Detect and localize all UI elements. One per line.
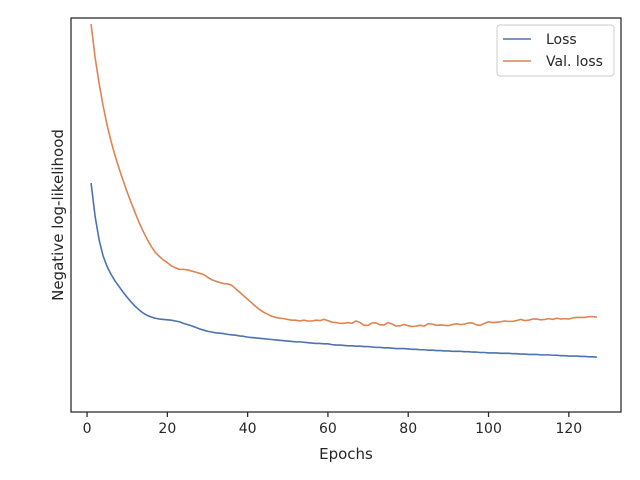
x-tick-label: 80: [399, 421, 417, 437]
x-tick-label: 20: [158, 421, 176, 437]
legend-box: [496, 24, 615, 77]
x-axis-label: Epochs: [319, 445, 373, 463]
series-layer: [90, 23, 597, 359]
legend-label-loss: Loss: [546, 32, 577, 48]
x-tick-label: 100: [475, 421, 502, 437]
series-line-val-loss: [90, 23, 597, 328]
x-tick-label: 60: [319, 421, 337, 437]
legend-label-val-loss: Val. loss: [546, 54, 603, 70]
x-tick-label: 0: [83, 421, 92, 437]
y-axis-label: Negative log-likelihood: [49, 129, 67, 301]
x-tick-label: 40: [239, 421, 257, 437]
plot-background: [71, 18, 621, 412]
series-line-loss: [90, 182, 597, 359]
x-axis: 0 20 40 60 80 100 120: [83, 412, 582, 437]
x-tick-label: 120: [555, 421, 582, 437]
legend: Loss Val. loss: [496, 24, 615, 77]
plot-frame: [70, 17, 622, 413]
